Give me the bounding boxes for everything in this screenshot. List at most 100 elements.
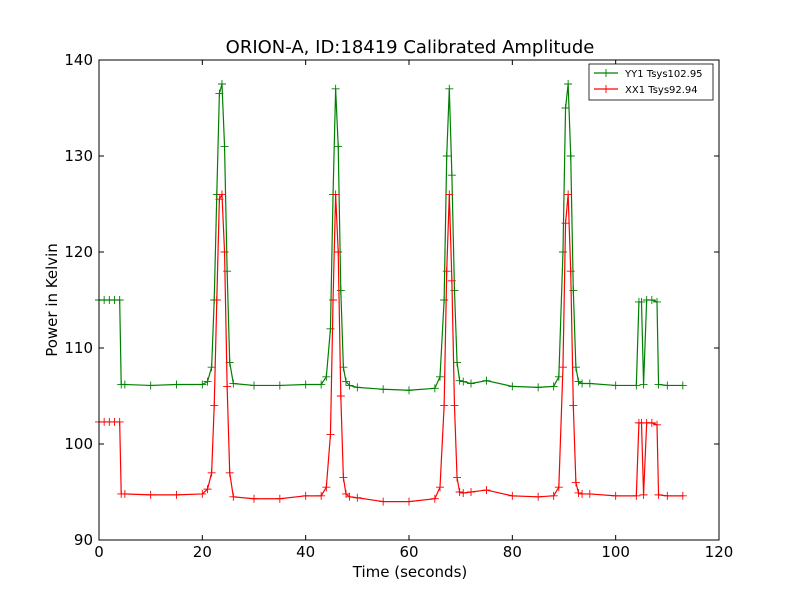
data-point [578, 379, 587, 388]
data-point [353, 383, 362, 392]
data-point [405, 497, 413, 506]
data-point [585, 379, 594, 388]
data-point [571, 478, 580, 487]
data-point [564, 190, 573, 199]
data-point [220, 142, 229, 151]
x-tick-label: 120 [705, 543, 734, 561]
legend-label: XX1 Tsys92.94 [625, 85, 698, 96]
series-line [99, 192, 683, 503]
data-point [653, 297, 661, 306]
data-point [120, 489, 129, 498]
data-point [467, 379, 475, 388]
data-point [212, 296, 221, 304]
data-point [334, 142, 343, 151]
x-tick-label: 40 [296, 543, 315, 561]
data-point [115, 296, 124, 304]
data-point [578, 489, 587, 498]
data-point [534, 492, 543, 501]
data-point [585, 489, 594, 498]
data-point [215, 89, 224, 98]
y-tick-label: 90 [74, 531, 93, 549]
legend-label: YY1 Tsys102.95 [624, 69, 703, 80]
data-point [336, 392, 345, 400]
data-point [353, 493, 362, 502]
data-point [647, 296, 656, 304]
data-point [215, 195, 224, 204]
data-point [447, 171, 456, 180]
data-point [223, 382, 232, 391]
data-point [653, 420, 661, 429]
data-point [115, 417, 124, 426]
x-axis: 0 20 40 60 80 100 120 [94, 60, 733, 561]
x-tick-label: 0 [94, 543, 104, 561]
data-point [574, 377, 583, 386]
data-point [440, 296, 449, 304]
data-point [317, 380, 326, 389]
data-point [482, 376, 491, 385]
data-point [379, 497, 388, 506]
chart-title: ORION-A, ID:18419 Calibrated Amplitude [226, 37, 595, 58]
data-point [203, 377, 212, 386]
series-0 [95, 80, 687, 395]
data-point [445, 190, 454, 199]
data-point [207, 363, 216, 372]
data-point [146, 490, 155, 499]
data-point [146, 381, 155, 390]
data-point [334, 248, 343, 256]
data-point [564, 80, 573, 88]
plot-frame [98, 59, 720, 541]
data-point [436, 483, 444, 492]
series-line [99, 83, 683, 391]
data-point [172, 490, 181, 499]
y-tick-label: 110 [64, 339, 93, 357]
data-point [632, 381, 641, 390]
data-point [654, 380, 663, 389]
data-point [331, 190, 340, 199]
y-axis: 90 100 110 120 130 140 [64, 51, 719, 549]
data-point [611, 381, 620, 390]
data-point [120, 380, 129, 389]
data-point [611, 491, 620, 500]
data-point [430, 494, 439, 503]
data-point [558, 248, 567, 256]
y-axis-label: Power in Kelvin [43, 243, 61, 357]
data-point [336, 286, 345, 295]
data-point [345, 492, 354, 501]
data-point [275, 381, 284, 390]
data-point [639, 380, 648, 389]
data-point [663, 381, 672, 390]
data-point [229, 379, 238, 388]
data-point [405, 386, 413, 395]
data-point [467, 488, 475, 496]
x-tick-label: 100 [601, 543, 630, 561]
data-point [198, 380, 207, 389]
data-point [326, 324, 335, 333]
data-point [220, 248, 229, 256]
data-point [455, 488, 464, 496]
data-point [678, 381, 687, 390]
data-point [566, 267, 575, 276]
data-point [301, 380, 310, 389]
series-1 [95, 190, 687, 506]
data-point [317, 491, 326, 500]
data-point [571, 363, 580, 372]
legend: YY1 Tsys102.95 XX1 Tsys92.94 [588, 63, 714, 101]
data-point [225, 468, 234, 477]
data-point [459, 377, 468, 386]
x-tick-label: 80 [503, 543, 522, 561]
data-point [508, 382, 517, 391]
data-point [566, 152, 575, 160]
data-point [639, 490, 648, 499]
y-tick-label: 120 [64, 243, 93, 261]
data-point [331, 84, 340, 93]
data-point [440, 401, 449, 410]
data-point [250, 381, 258, 390]
legend-box [588, 63, 714, 101]
legend-marker [602, 69, 610, 77]
data-point [569, 401, 578, 410]
data-point [436, 372, 444, 381]
data-point [453, 473, 462, 482]
data-point [229, 492, 238, 501]
x-tick-label: 20 [193, 543, 212, 561]
